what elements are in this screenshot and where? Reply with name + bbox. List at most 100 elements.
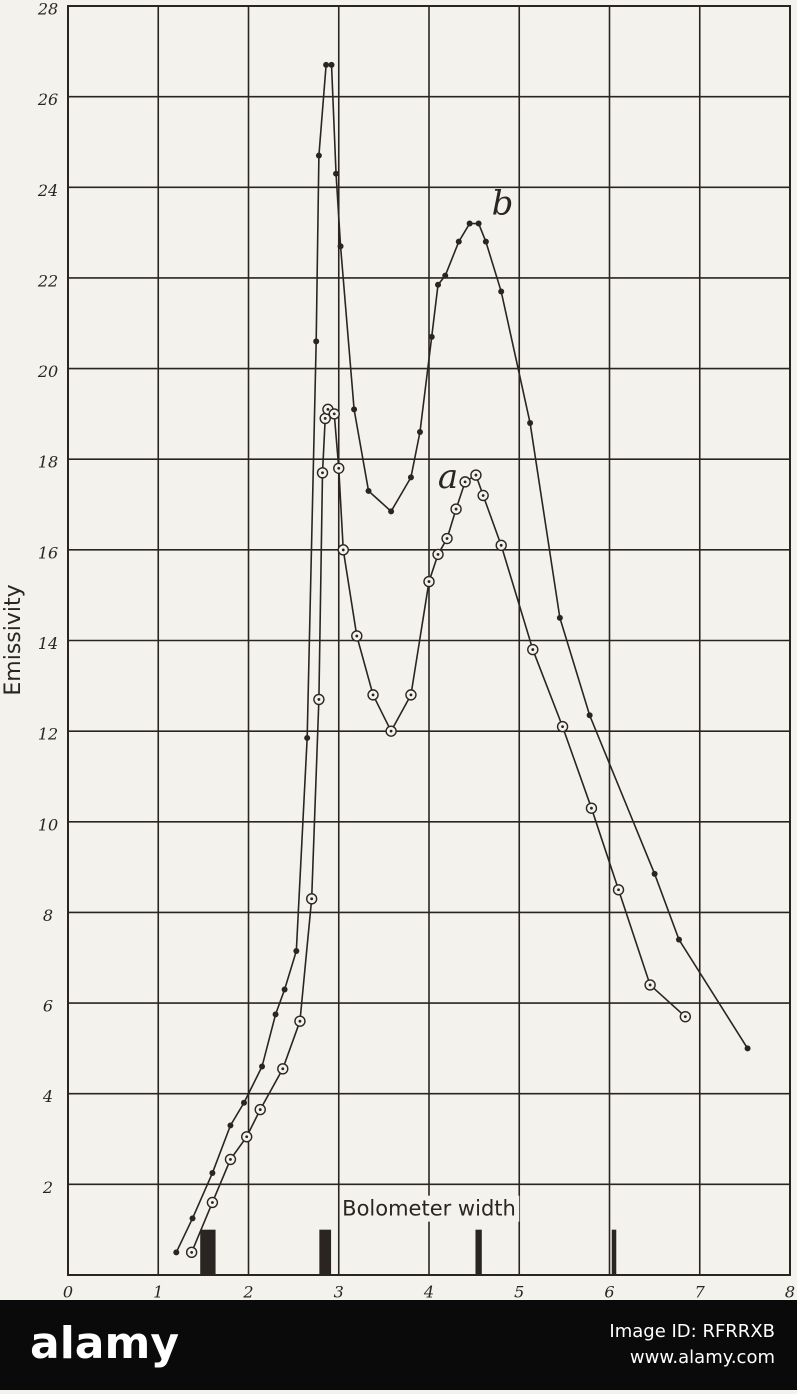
point-center — [355, 634, 359, 638]
point-center — [445, 537, 449, 540]
y-tick-label: 28 — [37, 0, 58, 19]
data-point — [527, 419, 534, 426]
data-point — [651, 870, 658, 877]
plot-area: 0 1 2 3 4 5 6 7 8246810121416182022242628Bolomet… — [37, 0, 795, 1302]
y-tick-label: 2 — [42, 1178, 53, 1197]
point-center — [481, 494, 485, 497]
data-point — [189, 1215, 196, 1222]
data-point — [227, 1122, 234, 1129]
data-point — [259, 1063, 266, 1070]
watermark-id: Image ID: RFRRXB — [609, 1321, 775, 1342]
y-tick-label: 10 — [38, 815, 58, 834]
background — [0, 0, 797, 1300]
point-center — [310, 897, 314, 901]
label-bg — [343, 1195, 520, 1222]
data-point — [315, 152, 322, 159]
series-label: a — [438, 457, 458, 497]
point-center — [436, 552, 440, 556]
data-point — [388, 508, 395, 515]
x-tick-label: 1 — [153, 1283, 163, 1302]
x-tick-label: 7 — [695, 1283, 706, 1302]
y-tick-label: 16 — [38, 543, 58, 562]
watermark-url: www.alamy.com — [630, 1347, 775, 1368]
y-axis-label: Emissivity — [1, 584, 26, 695]
x-tick-label: 8 — [785, 1283, 795, 1302]
x-tick-label: 6 — [604, 1283, 614, 1302]
y-tick-label: 24 — [37, 181, 58, 200]
x-tick-label: 2 — [242, 1283, 253, 1302]
x-tick-label: 5 — [514, 1283, 524, 1302]
data-point — [466, 220, 473, 227]
data-point — [209, 1170, 216, 1177]
watermark-logo: alamy — [30, 1318, 179, 1369]
data-point — [586, 712, 593, 719]
data-point — [313, 338, 320, 345]
data-point — [442, 272, 449, 279]
data-point — [323, 61, 330, 68]
point-center — [281, 1067, 285, 1071]
point-center — [258, 1108, 262, 1111]
point-center — [332, 412, 336, 416]
point-center — [463, 480, 467, 484]
data-point — [407, 474, 414, 481]
bolometer-bar — [475, 1229, 482, 1275]
y-tick-label: 20 — [37, 362, 58, 381]
point-center — [590, 806, 593, 810]
bolometer-bar — [611, 1229, 617, 1275]
point-center — [190, 1250, 194, 1254]
point-center — [341, 548, 345, 552]
point-center — [531, 648, 535, 651]
data-point — [482, 238, 489, 245]
axes-frame — [67, 5, 791, 1276]
point-center — [499, 543, 503, 547]
point-center — [326, 407, 330, 411]
point-center — [211, 1201, 214, 1204]
point-center — [229, 1158, 232, 1161]
point-center — [409, 693, 413, 697]
series-label: b — [492, 184, 514, 224]
data-point — [272, 1011, 279, 1018]
point-center — [298, 1019, 302, 1023]
y-tick-label: 26 — [37, 90, 58, 109]
x-tick-label: 3 — [334, 1283, 344, 1302]
y-tick-label: 6 — [43, 997, 53, 1016]
annotation: Bolometer width — [342, 1197, 516, 1221]
y-tick-label: 18 — [38, 453, 58, 472]
y-tick-label: 14 — [38, 634, 58, 653]
point-center — [323, 417, 327, 420]
data-point — [337, 243, 344, 250]
data-point — [435, 281, 442, 288]
data-point — [416, 429, 423, 436]
data-point — [240, 1099, 247, 1106]
x-tick-label: 0 — [63, 1283, 73, 1302]
point-center — [454, 507, 458, 511]
data-point — [428, 333, 435, 340]
data-point — [328, 61, 335, 68]
point-center — [371, 693, 375, 697]
bolometer-bar — [200, 1229, 216, 1275]
point-center — [427, 580, 431, 583]
data-point — [475, 220, 482, 227]
point-center — [245, 1135, 249, 1139]
point-center — [317, 698, 321, 701]
point-center — [683, 1015, 687, 1019]
bolometer-bar — [319, 1229, 332, 1275]
point-center — [321, 471, 324, 475]
point-center — [389, 729, 393, 733]
data-point — [304, 734, 311, 741]
y-tick-label: 12 — [38, 725, 58, 744]
data-point — [351, 406, 358, 413]
data-point — [281, 986, 288, 993]
y-tick-label: 4 — [42, 1087, 53, 1106]
point-center — [648, 983, 652, 987]
point-center — [561, 725, 564, 729]
data-point — [293, 947, 300, 954]
point-center — [474, 473, 478, 477]
data-point — [365, 487, 372, 494]
data-point — [333, 170, 340, 177]
data-point — [556, 614, 563, 621]
watermark-banner — [0, 1300, 797, 1390]
data-point — [744, 1045, 751, 1052]
data-point — [675, 936, 682, 943]
